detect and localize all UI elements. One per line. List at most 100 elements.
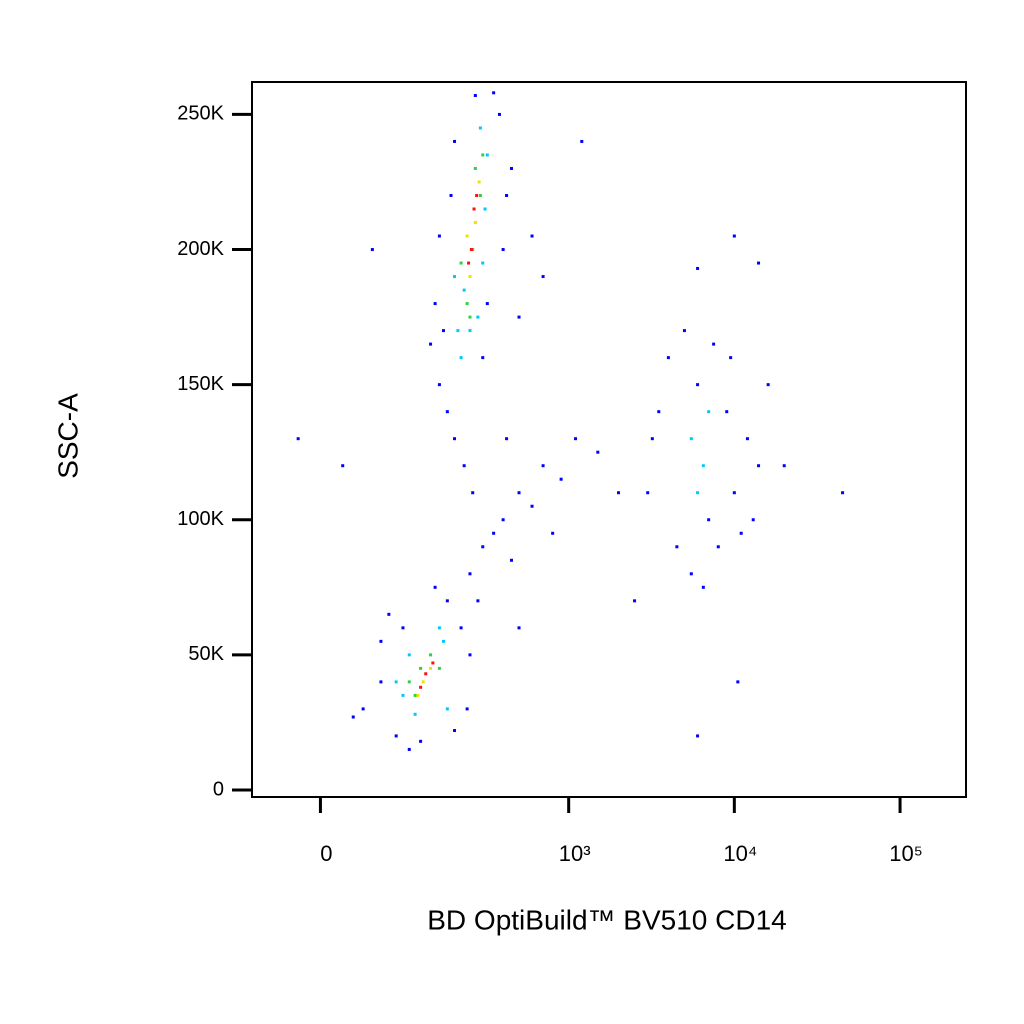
point	[689, 572, 693, 576]
point	[467, 261, 471, 265]
point	[541, 464, 545, 468]
point	[468, 315, 472, 319]
point	[707, 518, 711, 522]
point	[666, 356, 670, 360]
point	[437, 383, 441, 387]
point	[509, 558, 513, 562]
point	[407, 747, 411, 751]
point	[429, 342, 433, 346]
point	[725, 410, 729, 414]
point	[429, 666, 433, 670]
x-axis-title: BD OptiBuild™ BV510 CD14	[427, 904, 787, 935]
point	[478, 126, 482, 130]
point	[437, 666, 441, 670]
point	[729, 356, 733, 360]
point	[437, 626, 441, 630]
y-tick-label: 50K	[188, 643, 224, 665]
point	[559, 477, 563, 481]
point	[401, 693, 405, 697]
point	[675, 545, 679, 549]
point	[505, 437, 509, 441]
point	[478, 193, 482, 197]
point	[481, 153, 485, 157]
x-tick-label: 0	[320, 841, 332, 866]
point	[483, 207, 487, 211]
point	[481, 261, 485, 265]
point	[445, 599, 449, 603]
point	[465, 234, 469, 238]
point	[445, 707, 449, 711]
point	[413, 712, 417, 716]
point	[517, 491, 521, 495]
point	[379, 639, 383, 643]
point	[501, 248, 505, 252]
point	[696, 383, 700, 387]
point	[387, 612, 391, 616]
point	[745, 437, 749, 441]
point	[841, 491, 845, 495]
point	[469, 248, 473, 252]
point	[712, 342, 716, 346]
point	[413, 693, 417, 697]
point	[296, 437, 300, 441]
y-tick-label: 150K	[177, 373, 224, 395]
point	[696, 734, 700, 738]
point	[462, 464, 466, 468]
point	[551, 531, 555, 535]
point	[701, 464, 705, 468]
point	[419, 666, 423, 670]
point	[476, 315, 480, 319]
point	[492, 531, 496, 535]
point	[361, 707, 365, 711]
point	[407, 680, 411, 684]
point	[370, 248, 374, 252]
point	[379, 680, 383, 684]
point	[433, 302, 437, 306]
y-tick-label: 0	[213, 778, 224, 800]
point	[481, 545, 485, 549]
point	[459, 261, 463, 265]
point	[431, 661, 435, 665]
point	[419, 685, 423, 689]
point	[468, 572, 472, 576]
point	[459, 626, 463, 630]
point	[682, 329, 686, 333]
point	[596, 450, 600, 454]
point	[475, 193, 479, 197]
x-tick-label: 10⁵	[889, 841, 923, 866]
y-tick-label: 200K	[177, 238, 224, 260]
point	[481, 356, 485, 360]
y-axis-title: SSC-A	[52, 393, 83, 479]
point	[468, 275, 472, 279]
x-tick-label: 10⁴	[723, 841, 757, 866]
y-tick-label: 100K	[177, 508, 224, 530]
point	[485, 153, 489, 157]
point	[416, 693, 420, 697]
point	[394, 734, 398, 738]
point	[407, 653, 411, 657]
point	[633, 599, 637, 603]
point	[453, 437, 457, 441]
point	[696, 266, 700, 270]
point	[465, 302, 469, 306]
point	[716, 545, 720, 549]
point	[421, 680, 425, 684]
point	[449, 193, 453, 197]
point	[650, 437, 654, 441]
point	[419, 739, 423, 743]
point	[485, 302, 489, 306]
point	[429, 653, 433, 657]
point	[517, 315, 521, 319]
point	[459, 356, 463, 360]
point	[751, 518, 755, 522]
point	[739, 531, 743, 535]
point	[696, 491, 700, 495]
point	[394, 680, 398, 684]
point	[445, 410, 449, 414]
point	[701, 585, 705, 589]
point	[732, 234, 736, 238]
point	[501, 518, 505, 522]
point	[541, 275, 545, 279]
point	[766, 383, 770, 387]
